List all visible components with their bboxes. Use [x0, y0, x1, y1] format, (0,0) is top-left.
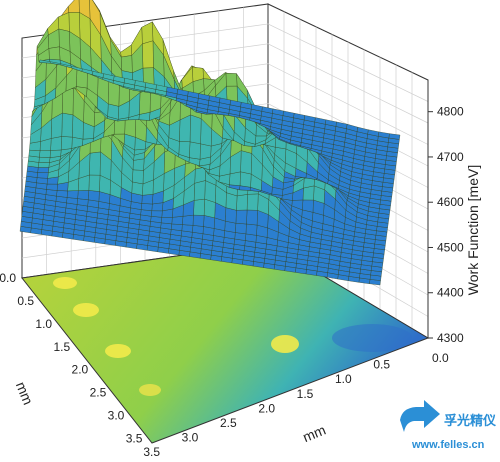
y-tick-label: 1.5	[53, 340, 70, 354]
surface-cell	[189, 141, 201, 160]
surface-cell	[150, 210, 163, 218]
surface-cell	[37, 167, 50, 173]
surface-cell	[66, 190, 79, 199]
z-tick-label: 4700	[437, 150, 464, 164]
watermark-url: www.felles.cn	[411, 439, 485, 451]
x-tick-label: 3.5	[143, 445, 160, 459]
y-tick-label: 2.0	[72, 363, 89, 377]
x-axis: 0.0 0.5 1.0 1.5 2.0 2.5 3.0 3.5	[143, 351, 449, 459]
surface-cell	[56, 190, 68, 198]
surface-cell	[240, 150, 252, 175]
y-axis-label: mm	[13, 379, 37, 407]
surface-cell	[182, 214, 194, 226]
surface-cell	[88, 174, 101, 192]
surface-cell	[58, 12, 70, 32]
y-axis: 0.00.51.01.52.02.53.03.5	[0, 271, 143, 445]
surface-cell	[38, 162, 50, 168]
z-tick-label: 4600	[437, 195, 464, 209]
y-tick-label: 0.5	[17, 294, 34, 308]
surface-cell	[199, 143, 212, 160]
surface-cell	[132, 169, 144, 185]
floor-hotspot	[271, 335, 299, 353]
surface-cell	[142, 40, 154, 69]
z-tick-label: 4500	[437, 240, 464, 254]
surface-cell	[192, 214, 205, 227]
surface-cell	[88, 190, 100, 202]
surface-cell	[39, 59, 51, 64]
floor-hotspot	[73, 303, 99, 317]
surface-cell	[160, 217, 173, 225]
x-tick-label: 0.5	[373, 358, 390, 372]
z-tick-label: 4300	[437, 331, 464, 345]
z-axis-label: Work Function [meV]	[465, 165, 481, 295]
surface-cell	[171, 216, 184, 225]
z-tick-label: 4800	[437, 105, 464, 119]
surface-cell	[38, 156, 51, 163]
x-tick-label: 1.5	[297, 387, 314, 401]
watermark-name: 孚光精仪	[444, 413, 497, 429]
surface-cell	[246, 193, 259, 211]
watermark-logo: 孚光精仪 www.felles.cn	[400, 400, 497, 451]
x-tick-label: 2.0	[258, 401, 275, 415]
surface-cell	[77, 190, 90, 200]
surface-cell	[181, 224, 194, 233]
surface-cell	[141, 194, 154, 205]
floor-hotspot	[105, 344, 131, 358]
x-axis-label: mm	[300, 422, 328, 446]
surface-cell	[28, 149, 41, 158]
x-tick-label: 2.5	[220, 416, 237, 430]
surface-cell	[132, 158, 145, 171]
surface-cell	[50, 136, 62, 151]
surface-cell	[194, 166, 207, 184]
surface-cell	[46, 183, 58, 191]
y-tick-label: 0.0	[0, 271, 16, 285]
surface-cell	[60, 136, 73, 151]
surface-cell	[245, 223, 258, 236]
surface-cell	[246, 209, 258, 226]
watermark-arrow-icon	[400, 400, 440, 432]
surface-cell	[89, 151, 101, 176]
surface-cell	[170, 223, 183, 231]
surface-cell	[225, 73, 238, 87]
z-tick-label: 4400	[437, 286, 464, 300]
surface-cell	[140, 203, 153, 211]
surface-cell	[107, 103, 120, 120]
x-tick-label: 0.0	[432, 351, 449, 365]
surface-cell	[48, 46, 61, 61]
y-tick-label: 2.5	[90, 386, 107, 400]
surface-cell	[36, 177, 48, 185]
floor-cool-zone	[332, 324, 412, 352]
surface-cell	[39, 150, 51, 158]
surface-cell	[236, 194, 248, 211]
surface-cell	[68, 0, 80, 13]
surface-cell	[36, 172, 49, 179]
surface-cell	[120, 55, 133, 74]
surface-cell	[239, 171, 252, 188]
y-tick-label: 3.0	[108, 409, 125, 423]
y-tick-label: 3.5	[126, 431, 143, 445]
y-tick-label: 1.0	[35, 317, 52, 331]
x-tick-label: 1.0	[335, 372, 352, 386]
surface-cell	[192, 225, 204, 234]
surface-cell	[193, 198, 205, 216]
surface-cell	[229, 171, 241, 186]
surface-mesh	[19, 0, 401, 286]
surface-cell	[189, 114, 202, 145]
surface-cell	[131, 181, 144, 196]
surface-cell	[235, 209, 248, 225]
x-tick-label: 3.0	[182, 431, 199, 445]
floor-hotspot	[53, 277, 77, 289]
surface-cell	[61, 112, 74, 138]
surface-cell	[49, 149, 62, 158]
surface-cell	[193, 180, 206, 201]
z-axis: 4300 4400 4500 4600 4700 4800	[427, 80, 464, 345]
floor-hotspot	[139, 384, 161, 396]
surface-cell	[235, 223, 247, 235]
